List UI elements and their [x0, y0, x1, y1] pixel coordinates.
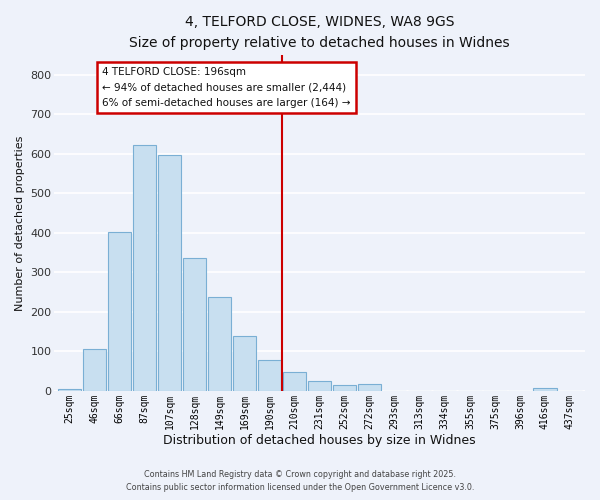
Text: Contains HM Land Registry data © Crown copyright and database right 2025.
Contai: Contains HM Land Registry data © Crown c… [126, 470, 474, 492]
Bar [83, 348, 106, 391]
Bar [533, 388, 557, 391]
Bar [208, 297, 231, 391]
Title: 4, TELFORD CLOSE, WIDNES, WA8 9GS
Size of property relative to detached houses i: 4, TELFORD CLOSE, WIDNES, WA8 9GS Size o… [130, 15, 510, 50]
Bar [358, 384, 382, 391]
Bar [233, 336, 256, 391]
Bar [183, 258, 206, 391]
Y-axis label: Number of detached properties: Number of detached properties [15, 135, 25, 310]
Text: 4 TELFORD CLOSE: 196sqm
← 94% of detached houses are smaller (2,444)
6% of semi-: 4 TELFORD CLOSE: 196sqm ← 94% of detache… [102, 67, 350, 108]
Bar [58, 389, 81, 391]
Bar [158, 156, 181, 391]
Bar [258, 360, 281, 391]
Bar [308, 381, 331, 391]
Bar [283, 372, 307, 391]
Bar [108, 232, 131, 391]
Bar [133, 146, 156, 391]
Bar [333, 385, 356, 391]
X-axis label: Distribution of detached houses by size in Widnes: Distribution of detached houses by size … [163, 434, 476, 448]
